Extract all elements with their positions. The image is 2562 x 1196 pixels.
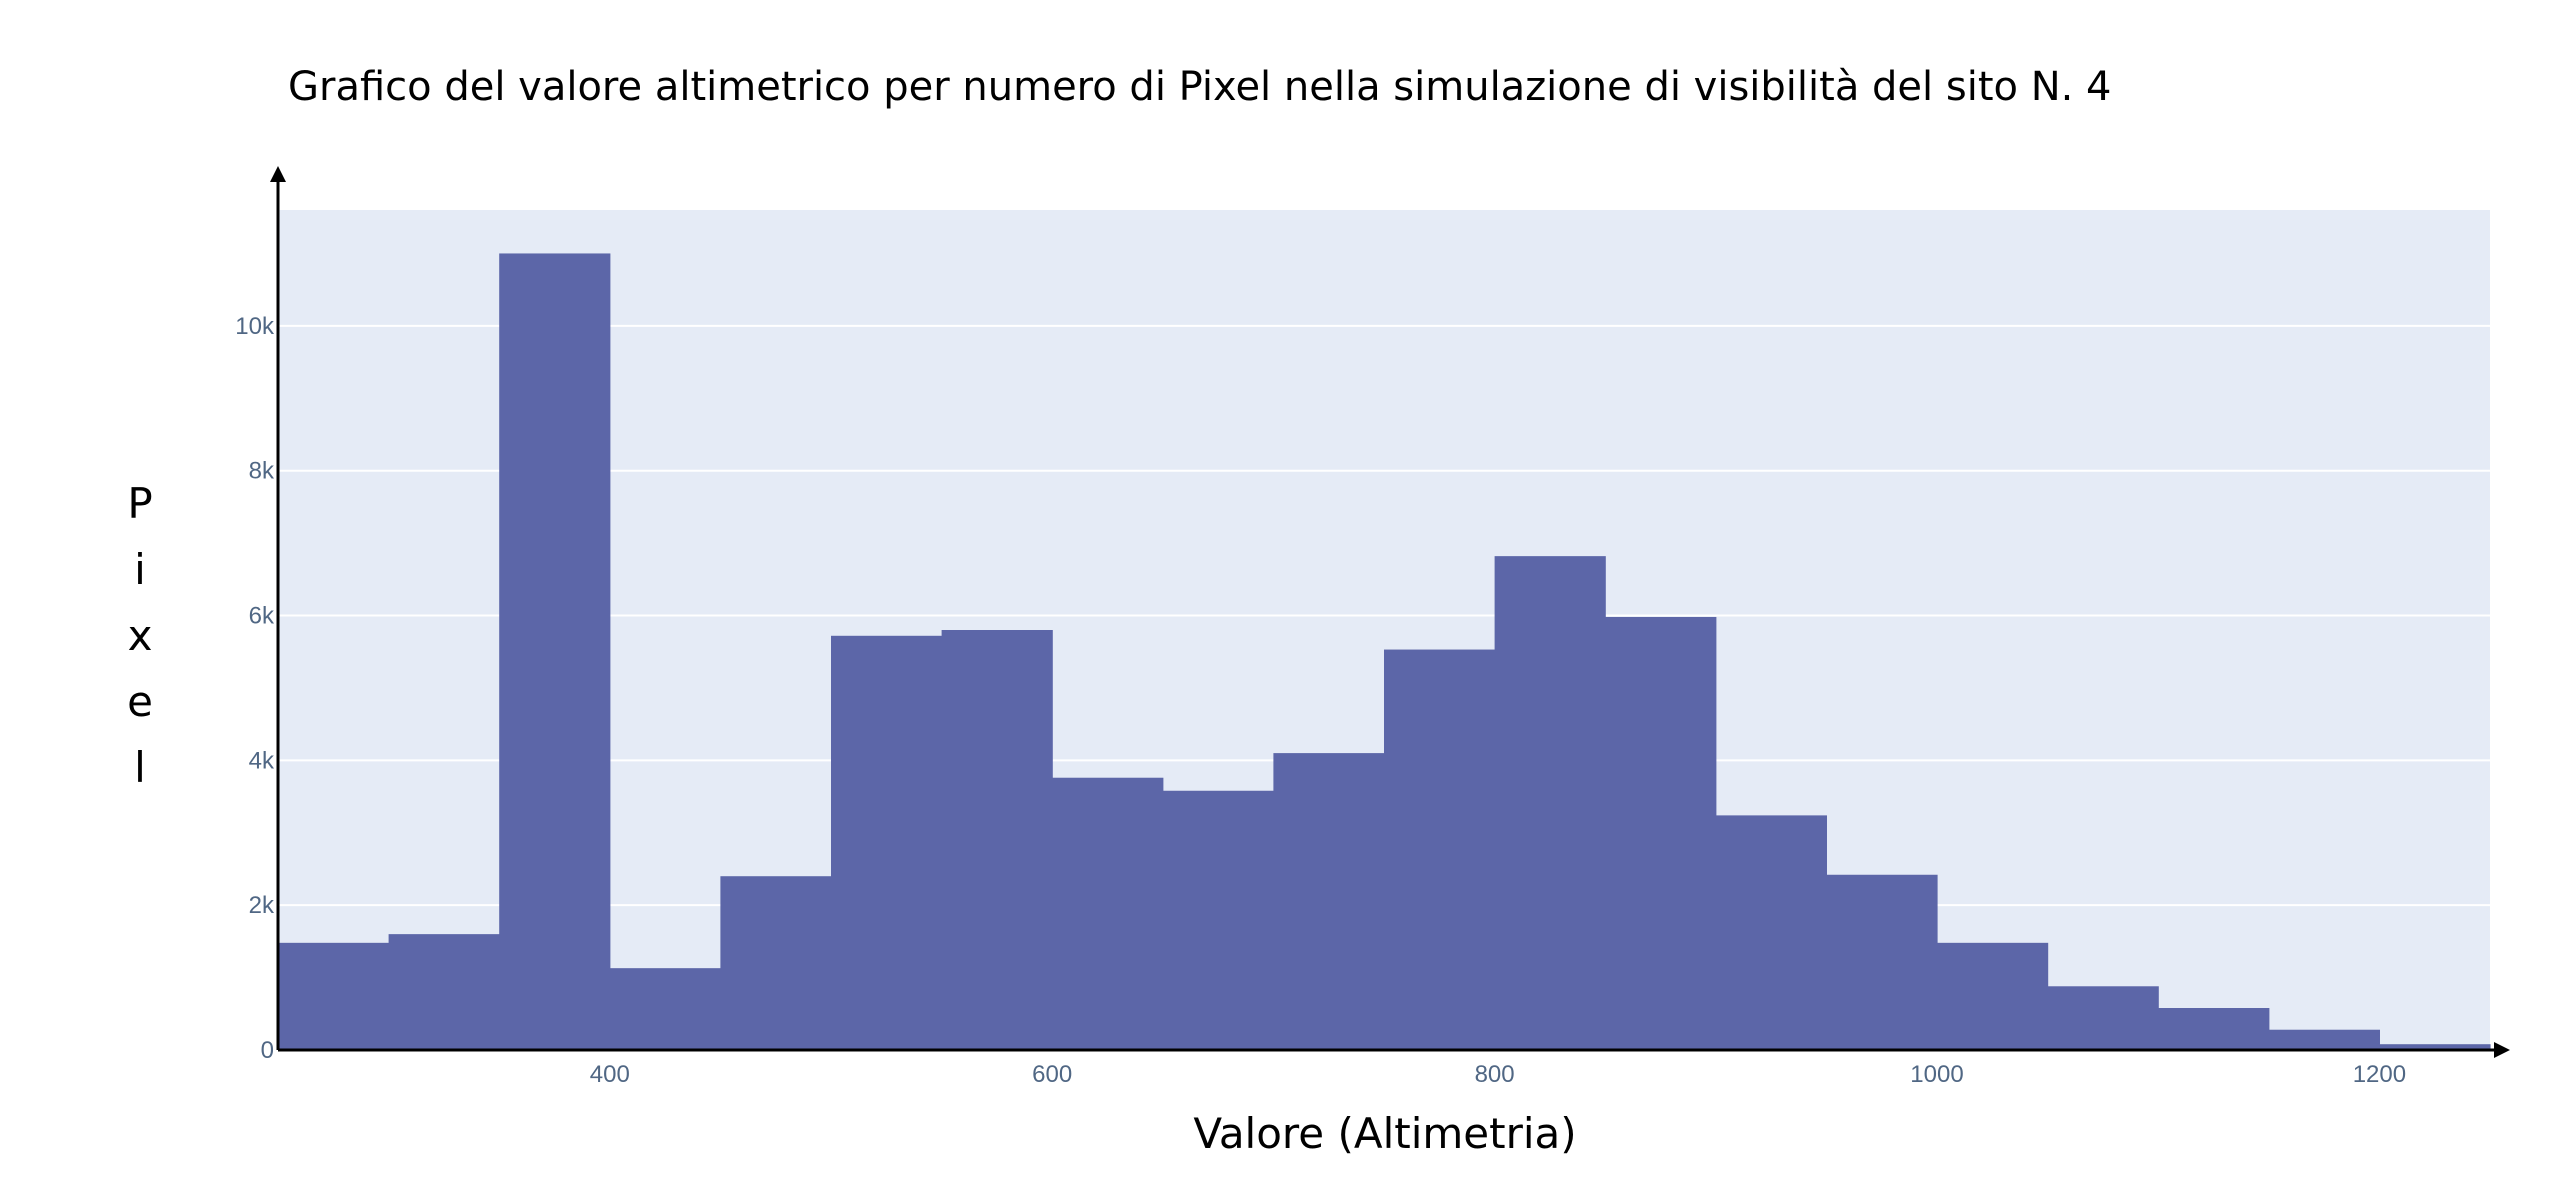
y-axis-arrow	[270, 166, 286, 182]
y-tick-label: 4k	[249, 747, 275, 774]
histogram-bar	[2379, 1044, 2491, 1050]
y-tick-label: 6k	[249, 603, 275, 630]
histogram-bar	[1052, 777, 1164, 1050]
x-tick-label: 800	[1475, 1061, 1515, 1088]
x-axis-arrow	[2494, 1042, 2510, 1058]
x-tick-label: 400	[590, 1061, 630, 1088]
y-tick-label: 0	[261, 1037, 274, 1064]
chart-title: Grafico del valore altimetrico per numer…	[288, 64, 2112, 110]
histogram-bar	[1826, 874, 1938, 1050]
histogram-bar	[831, 635, 943, 1050]
x-tick-label: 1000	[1910, 1061, 1963, 1088]
histogram-bar	[499, 253, 611, 1051]
histogram-bar	[1605, 616, 1717, 1050]
histogram-bar	[1273, 753, 1385, 1050]
y-tick-label: 10k	[235, 313, 275, 340]
histogram-bar	[1494, 556, 1606, 1050]
y-tick-label: 2k	[249, 892, 275, 919]
histogram-bar	[2158, 1008, 2270, 1050]
histogram-bar	[1715, 815, 1827, 1050]
y-tick-labels: 0 2k 4k 6k 8k 10k	[235, 313, 275, 1064]
histogram-bar	[278, 942, 390, 1050]
histogram-bar	[1384, 649, 1496, 1050]
histogram-bar	[609, 968, 721, 1050]
x-tick-label: 1200	[2353, 1061, 2406, 1088]
histogram-bar	[2268, 1029, 2380, 1050]
histogram-bars	[278, 253, 2491, 1051]
histogram-bar	[1937, 942, 2049, 1050]
x-tick-labels: 400 600 800 1000 1200	[590, 1061, 2406, 1088]
histogram-bar	[388, 934, 500, 1050]
histogram-bar	[941, 630, 1053, 1050]
histogram-bar	[2047, 986, 2159, 1050]
axes	[270, 166, 2510, 1058]
x-axis-label: Valore (Altimetria)	[1193, 1109, 1576, 1158]
histogram-bar	[1162, 790, 1274, 1050]
histogram-bar	[720, 876, 832, 1050]
x-tick-label: 600	[1032, 1061, 1072, 1088]
y-tick-label: 8k	[249, 458, 275, 485]
